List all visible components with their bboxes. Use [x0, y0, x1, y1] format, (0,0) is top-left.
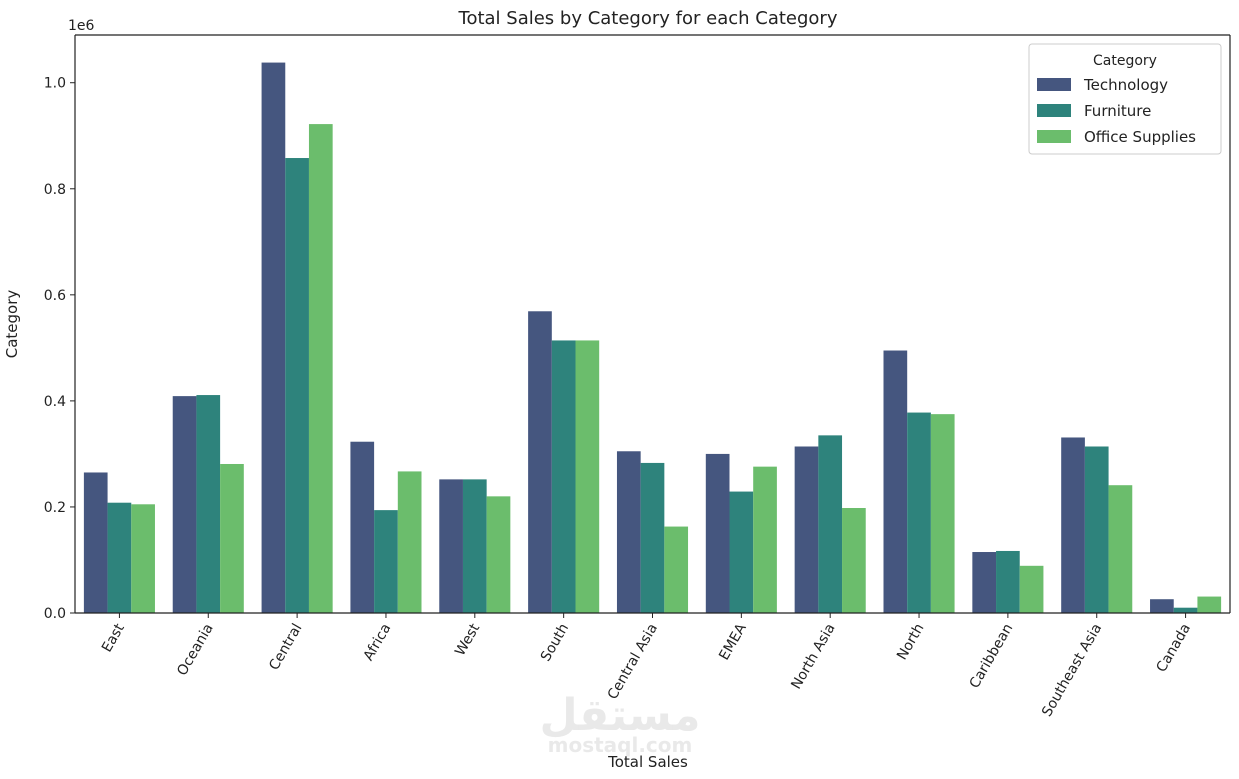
bar-office-supplies-north-asia: [842, 508, 866, 613]
x-axis-label: Total Sales: [607, 753, 688, 771]
bar-technology-africa: [350, 441, 375, 613]
x-tick-label: North Asia: [788, 621, 838, 692]
x-tick-label: EMEA: [716, 621, 750, 663]
bar-technology-south: [528, 311, 552, 613]
x-tick-label: North: [894, 621, 927, 663]
x-tick-label: Canada: [1154, 621, 1194, 675]
bar-furniture-central-asia: [640, 462, 665, 613]
bar-technology-canada: [1150, 599, 1174, 613]
y-tick-label: 0.6: [44, 288, 66, 304]
bar-technology-east: [83, 472, 108, 613]
bar-office-supplies-east: [131, 504, 155, 613]
x-tick-label: Central: [266, 621, 305, 673]
legend-swatch-technology: [1037, 78, 1071, 91]
bar-office-supplies-south: [575, 340, 600, 613]
bar-office-supplies-canada: [1197, 596, 1222, 613]
watermark: مستقل mostaql.com: [540, 690, 701, 757]
bar-technology-north-asia: [794, 446, 819, 613]
bar-technology-central: [261, 62, 286, 613]
x-tick-label: East: [99, 621, 128, 656]
bar-furniture-oceania: [196, 395, 221, 613]
bar-office-supplies-central-asia: [664, 526, 689, 613]
bar-technology-north: [883, 350, 908, 613]
bar-furniture-southeast-asia: [1084, 446, 1109, 613]
legend-box: [1028, 43, 1222, 155]
bar-technology-west: [439, 479, 463, 613]
y-tick-label: 0.2: [44, 500, 66, 516]
bar-furniture-north: [907, 412, 931, 613]
bar-furniture-africa: [374, 510, 398, 613]
x-tick-label: Caribbean: [967, 621, 1017, 691]
bar-furniture-central: [285, 158, 309, 613]
x-tick-label: West: [452, 621, 483, 659]
y-tick-label: 1.0: [44, 76, 66, 92]
bar-furniture-emea: [729, 491, 754, 613]
bar-office-supplies-southeast-asia: [1108, 485, 1133, 613]
bar-furniture-caribbean: [996, 550, 1020, 613]
bars-group: [83, 62, 1222, 613]
bar-furniture-canada: [1173, 607, 1198, 613]
x-tick-label: Africa: [361, 621, 395, 664]
bar-office-supplies-north: [930, 414, 955, 613]
bar-furniture-south: [551, 340, 576, 613]
x-tick-label: South: [538, 621, 572, 664]
bar-furniture-north-asia: [818, 435, 843, 613]
legend-label: Office Supplies: [1084, 128, 1196, 146]
y-offset-label: 1e6: [68, 18, 95, 34]
bar-furniture-west: [462, 479, 487, 613]
bar-office-supplies-oceania: [220, 463, 244, 613]
y-tick-label: 0.8: [44, 182, 66, 198]
y-tick-label: 0.4: [44, 394, 66, 410]
x-tick-label: Oceania: [174, 621, 216, 679]
legend-title: Category: [1093, 53, 1157, 69]
watermark-arabic: مستقل: [540, 690, 701, 741]
bar-office-supplies-emea: [753, 466, 777, 613]
bar-furniture-east: [107, 502, 132, 613]
bar-office-supplies-caribbean: [1019, 565, 1044, 613]
legend-swatch-office-supplies: [1037, 130, 1071, 143]
legend: Category Technology Furniture Office Suppli…: [1028, 43, 1222, 155]
legend-label: Technology: [1083, 76, 1168, 94]
bar-technology-caribbean: [972, 552, 997, 613]
legend-swatch-furniture: [1037, 104, 1071, 117]
bar-technology-central-asia: [616, 451, 641, 613]
legend-label: Furniture: [1084, 102, 1151, 120]
chart-title: Total Sales by Category for each Categor…: [458, 8, 838, 29]
bar-technology-emea: [705, 453, 730, 613]
y-axis-label: Category: [3, 290, 21, 359]
bar-office-supplies-central: [308, 124, 333, 613]
bar-technology-southeast-asia: [1061, 437, 1085, 613]
bar-office-supplies-west: [486, 496, 511, 613]
bar-technology-oceania: [172, 396, 197, 613]
watermark-latin: mostaql.com: [548, 733, 693, 757]
bar-office-supplies-africa: [397, 471, 422, 613]
y-tick-label: 0.0: [44, 606, 66, 622]
x-tick-label: Southeast Asia: [1039, 621, 1105, 719]
